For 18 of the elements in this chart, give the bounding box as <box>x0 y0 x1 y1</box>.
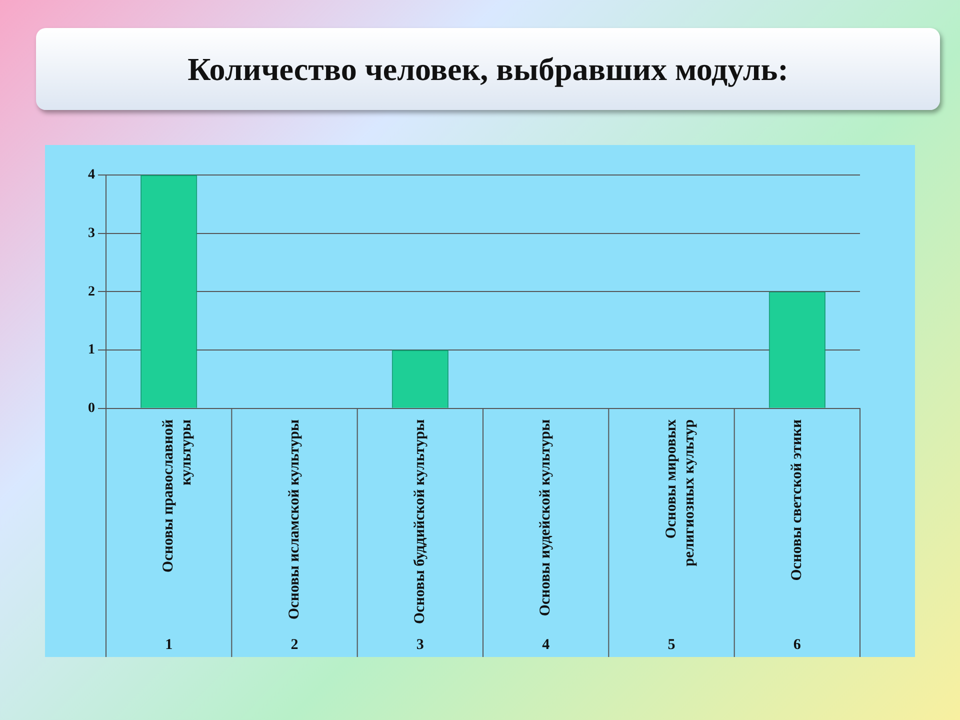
y-tick-label: 1 <box>88 342 95 358</box>
chart-title: Количество человек, выбравших модуль: <box>36 28 940 110</box>
x-tick-label: Основы православной культуры <box>160 419 195 572</box>
x-tick-label: Основы мировых религиозных культур <box>663 418 698 566</box>
text: 5 <box>668 637 676 653</box>
text: 3 <box>416 637 424 653</box>
y-tick-label: 0 <box>88 400 95 416</box>
x-tick-label: Основы иудейской культуры <box>538 419 554 616</box>
x-tick-label: Основы исламской культуры <box>286 419 302 620</box>
text: 1 <box>165 637 173 653</box>
y-tick-label: 4 <box>88 168 95 183</box>
x-tick-label: Основы буддийской культуры <box>412 419 428 624</box>
x-tick-label: Основы светской этики <box>789 419 806 581</box>
text: 6 <box>793 637 802 653</box>
text: 4 <box>542 637 550 653</box>
text: 2 <box>290 637 298 653</box>
y-tick-label: 2 <box>88 284 95 300</box>
y-tick-label: 3 <box>88 226 95 241</box>
